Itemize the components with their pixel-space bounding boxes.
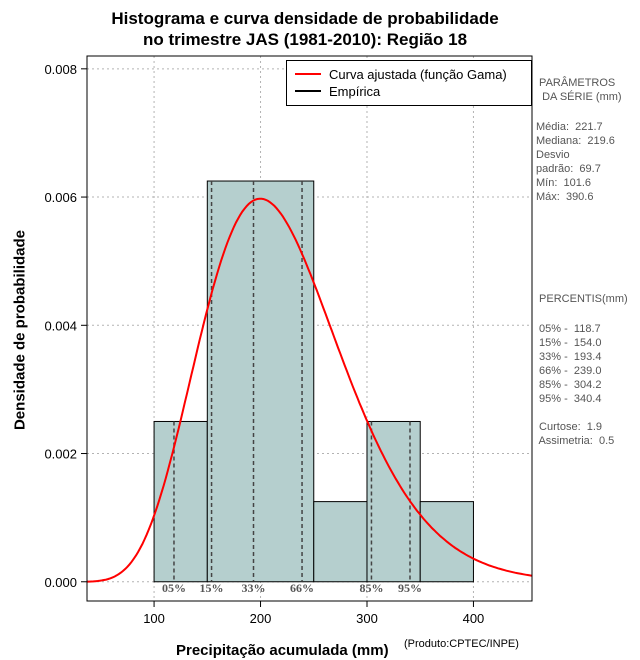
- plot-frame: [86, 55, 533, 602]
- legend-item-empirical: Empírica: [295, 83, 380, 99]
- legend: Curva ajustada (função Gama) Empírica: [286, 60, 532, 106]
- histogram-bar: [153, 420, 208, 583]
- params-title: PARÂMETROS DA SÉRIE (mm): [539, 77, 622, 103]
- y-tick-label: 0.002: [44, 447, 77, 462]
- legend-label-empirical: Empírica: [329, 83, 381, 99]
- percentile-label: 33%: [242, 581, 266, 595]
- legend-label-fitted: Curva ajustada (função Gama): [329, 66, 507, 82]
- percentis-values: 05% - 118.7 15% - 154.0 33% - 193.4 66% …: [538, 323, 615, 447]
- legend-item-fitted-curve: Curva ajustada (função Gama): [295, 66, 507, 82]
- percentile-label: 85%: [359, 581, 383, 595]
- y-tick-label: 0.008: [44, 62, 77, 77]
- histogram-bar: [366, 420, 421, 583]
- x-axis-label: Precipitação acumulada (mm): [176, 642, 389, 659]
- gamma-fit-curve: [87, 197, 533, 583]
- y-tick-label: 0.006: [44, 190, 77, 205]
- x-tick-label: 100: [143, 611, 165, 626]
- histogram-bar: [313, 501, 368, 583]
- red-line-icon: [295, 73, 321, 75]
- chart-subtitle: no trimestre JAS (1981-2010): Região 18: [142, 30, 468, 49]
- y-tick-label: 0.000: [44, 575, 77, 590]
- percentile-label: 95%: [398, 581, 422, 595]
- black-line-icon: [295, 90, 321, 92]
- percentile-label: 15%: [200, 581, 224, 595]
- percentile-label: 05%: [162, 581, 186, 595]
- percentile-label: 66%: [290, 581, 314, 595]
- x-tick-label: 400: [463, 611, 485, 626]
- x-tick-label: 200: [250, 611, 272, 626]
- percentis-title: PERCENTIS(mm): [536, 293, 628, 305]
- params-values: Média: 221.7 Mediana: 219.6 Desvio padrã…: [536, 121, 615, 203]
- histogram-bar: [206, 180, 315, 583]
- x-tick-label: 300: [356, 611, 378, 626]
- y-axis-label: Densidade de probabilidade: [11, 229, 29, 431]
- product-credit: (Produto:CPTEC/INPE): [404, 638, 519, 650]
- chart-title: Histograma e curva densidade de probabil…: [111, 9, 499, 28]
- y-tick-label: 0.004: [44, 318, 77, 333]
